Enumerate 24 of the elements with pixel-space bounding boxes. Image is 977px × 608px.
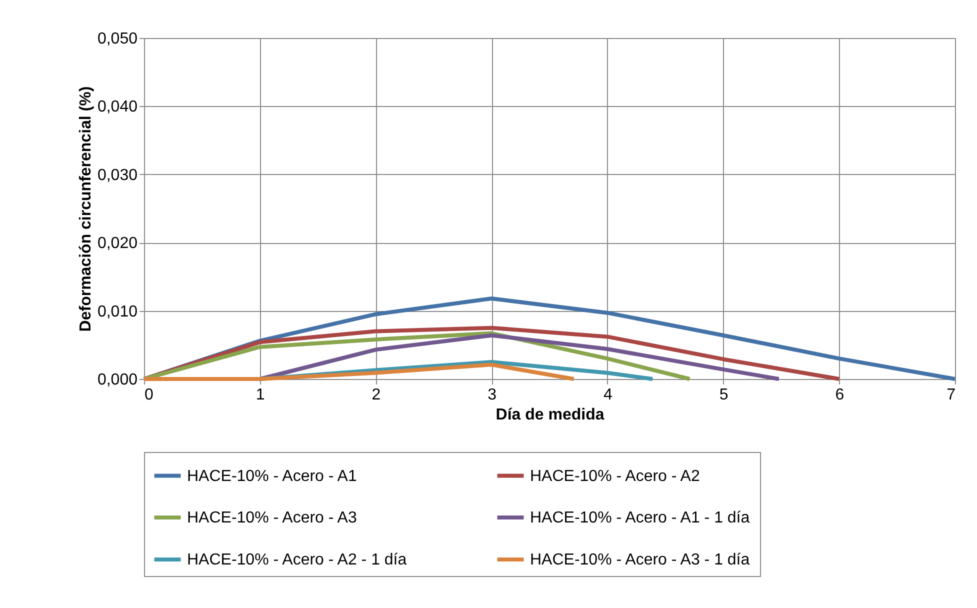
y-tick-label: 0,010: [97, 303, 138, 320]
x-axis-title: Día de medida: [496, 406, 604, 424]
x-tick-label: 6: [835, 386, 844, 404]
x-tick-label: 4: [603, 386, 612, 404]
legend-label: HACE-10% - Acero - A3: [187, 510, 357, 526]
legend-label: HACE-10% - Acero - A3 - 1 día: [530, 552, 750, 568]
legend-label: HACE-10% - Acero - A1 - 1 día: [530, 510, 750, 526]
y-tick-label: 0,000: [97, 372, 138, 388]
line-series: [258, 333, 781, 381]
x-tick-label: 1: [256, 386, 265, 404]
legend-label: HACE-10% - Acero - A2: [530, 468, 700, 485]
y-tick-label: 0,040: [97, 98, 138, 116]
x-tick-label: 3: [488, 386, 497, 404]
x-tick-label: 0: [144, 386, 154, 404]
x-tick-label: 7: [946, 386, 956, 404]
legend-label: HACE-10% - Acero - A2 - 1 día: [187, 552, 407, 568]
legend-label: HACE-10% - Acero - A1: [187, 468, 357, 485]
x-tick-label: 2: [372, 386, 381, 404]
y-tick-label: 0,050: [97, 30, 138, 48]
x-tick-label: 5: [719, 386, 728, 404]
y-tick-label: 0,030: [97, 166, 138, 184]
y-axis-title: Deformación circunferencial (%): [77, 86, 94, 332]
line-series: [142, 331, 692, 381]
y-tick-label: 0,020: [97, 235, 138, 252]
